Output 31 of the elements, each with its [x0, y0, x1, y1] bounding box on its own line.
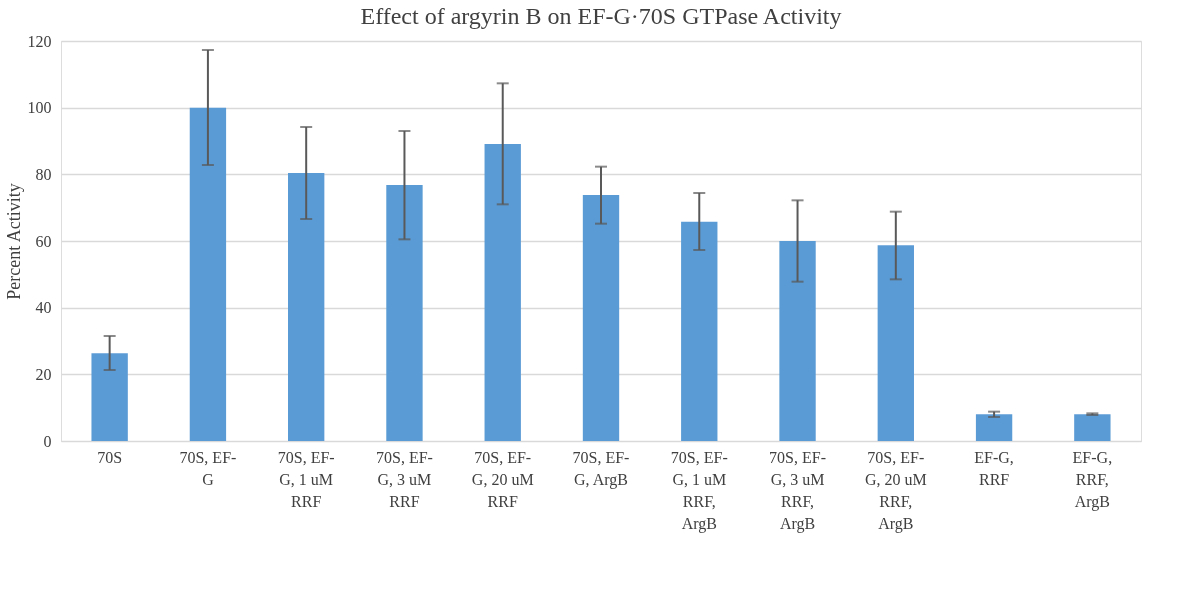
bar: [877, 245, 914, 441]
bar: [484, 144, 521, 441]
y-tick-label: 20: [35, 365, 52, 383]
x-tick-label: EF-G, RRF, ArgB: [1072, 448, 1113, 511]
y-tick-label: 60: [35, 232, 52, 250]
y-tick-label: 100: [27, 99, 52, 117]
x-tick-label: EF-G, RRF: [974, 448, 1014, 488]
x-tick-label: 70S, EF-G, 20 uM RRF: [471, 448, 534, 510]
x-tick-label: 70S, EF-G, ArgB: [572, 448, 630, 489]
bar: [1074, 414, 1111, 441]
bar: [975, 414, 1013, 441]
y-axis-title: Percent Activity: [3, 183, 24, 300]
bar: [779, 241, 816, 441]
y-tick-label: 80: [35, 165, 52, 183]
bar: [91, 353, 128, 441]
y-tick-label: 40: [35, 299, 52, 317]
x-tick-label: 70S, EF-G, 1 uM RRF, ArgB: [670, 448, 728, 533]
bar: [386, 185, 423, 441]
x-tick-label: 70S, EF-G, 20 uM RRF, ArgB: [864, 448, 927, 533]
y-tick-label: 0: [43, 432, 52, 450]
x-tick-label: 70S, EF-G, 1 uM RRF: [277, 448, 335, 510]
y-tick-label: 120: [27, 32, 52, 50]
chart-title: Effect of argyrin B on EF-G·70S GTPase Activity: [360, 3, 842, 29]
bar: [681, 221, 718, 441]
x-tick-label: 70S, EF-G, 3 uM RRF, ArgB: [769, 448, 826, 533]
x-tick-label: 70S: [97, 448, 123, 466]
bar: [582, 195, 620, 441]
x-tick-label: 70S, EF-G, 3 uM RRF: [376, 448, 433, 510]
bar: [288, 173, 325, 441]
x-tick-label: 70S, EF-G: [179, 448, 237, 488]
bar: [189, 107, 227, 441]
